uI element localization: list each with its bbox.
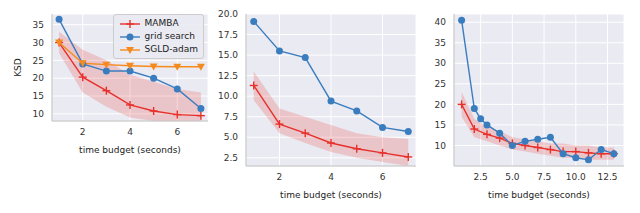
svg-text:time budget (seconds): time budget (seconds): [488, 190, 590, 200]
svg-text:2: 2: [80, 127, 86, 137]
svg-text:5.0: 5.0: [224, 132, 239, 142]
svg-text:10.0: 10.0: [218, 91, 238, 101]
svg-text:time budget (seconds): time budget (seconds): [280, 190, 382, 200]
svg-text:10: 10: [435, 141, 447, 151]
svg-text:15: 15: [33, 91, 44, 101]
svg-text:4: 4: [328, 172, 334, 182]
svg-text:12.5: 12.5: [218, 71, 238, 81]
svg-text:35: 35: [33, 20, 44, 30]
svg-text:40: 40: [435, 17, 447, 27]
svg-text:time budget (seconds): time budget (seconds): [79, 145, 181, 155]
svg-text:4: 4: [127, 127, 133, 137]
svg-text:20: 20: [33, 73, 45, 83]
svg-text:17.5: 17.5: [218, 30, 238, 40]
svg-text:25: 25: [33, 56, 44, 66]
svg-text:2: 2: [277, 172, 283, 182]
svg-text:KSD: KSD: [13, 58, 23, 77]
svg-text:2.5: 2.5: [224, 153, 238, 163]
svg-text:5.0: 5.0: [505, 172, 520, 182]
svg-text:15: 15: [435, 120, 446, 130]
svg-text:7.5: 7.5: [537, 172, 551, 182]
svg-text:12.5: 12.5: [597, 172, 617, 182]
svg-text:25: 25: [435, 79, 446, 89]
html-text:SGLD-adam: SGLD-adam: [144, 44, 198, 54]
html-text:grid search: grid search: [144, 31, 195, 41]
svg-text:6: 6: [174, 127, 180, 137]
svg-text:10.0: 10.0: [566, 172, 586, 182]
svg-text:30: 30: [33, 38, 45, 48]
svg-text:6: 6: [380, 172, 386, 182]
svg-text:35: 35: [435, 38, 446, 48]
svg-text:20.0: 20.0: [218, 9, 238, 19]
svg-text:20: 20: [435, 100, 447, 110]
svg-text:10: 10: [33, 109, 45, 119]
svg-text:7.5: 7.5: [224, 112, 238, 122]
svg-text:2.5: 2.5: [473, 172, 487, 182]
html-text:MAMBA: MAMBA: [144, 18, 179, 28]
svg-text:15.0: 15.0: [218, 50, 238, 60]
svg-text:30: 30: [435, 58, 447, 68]
